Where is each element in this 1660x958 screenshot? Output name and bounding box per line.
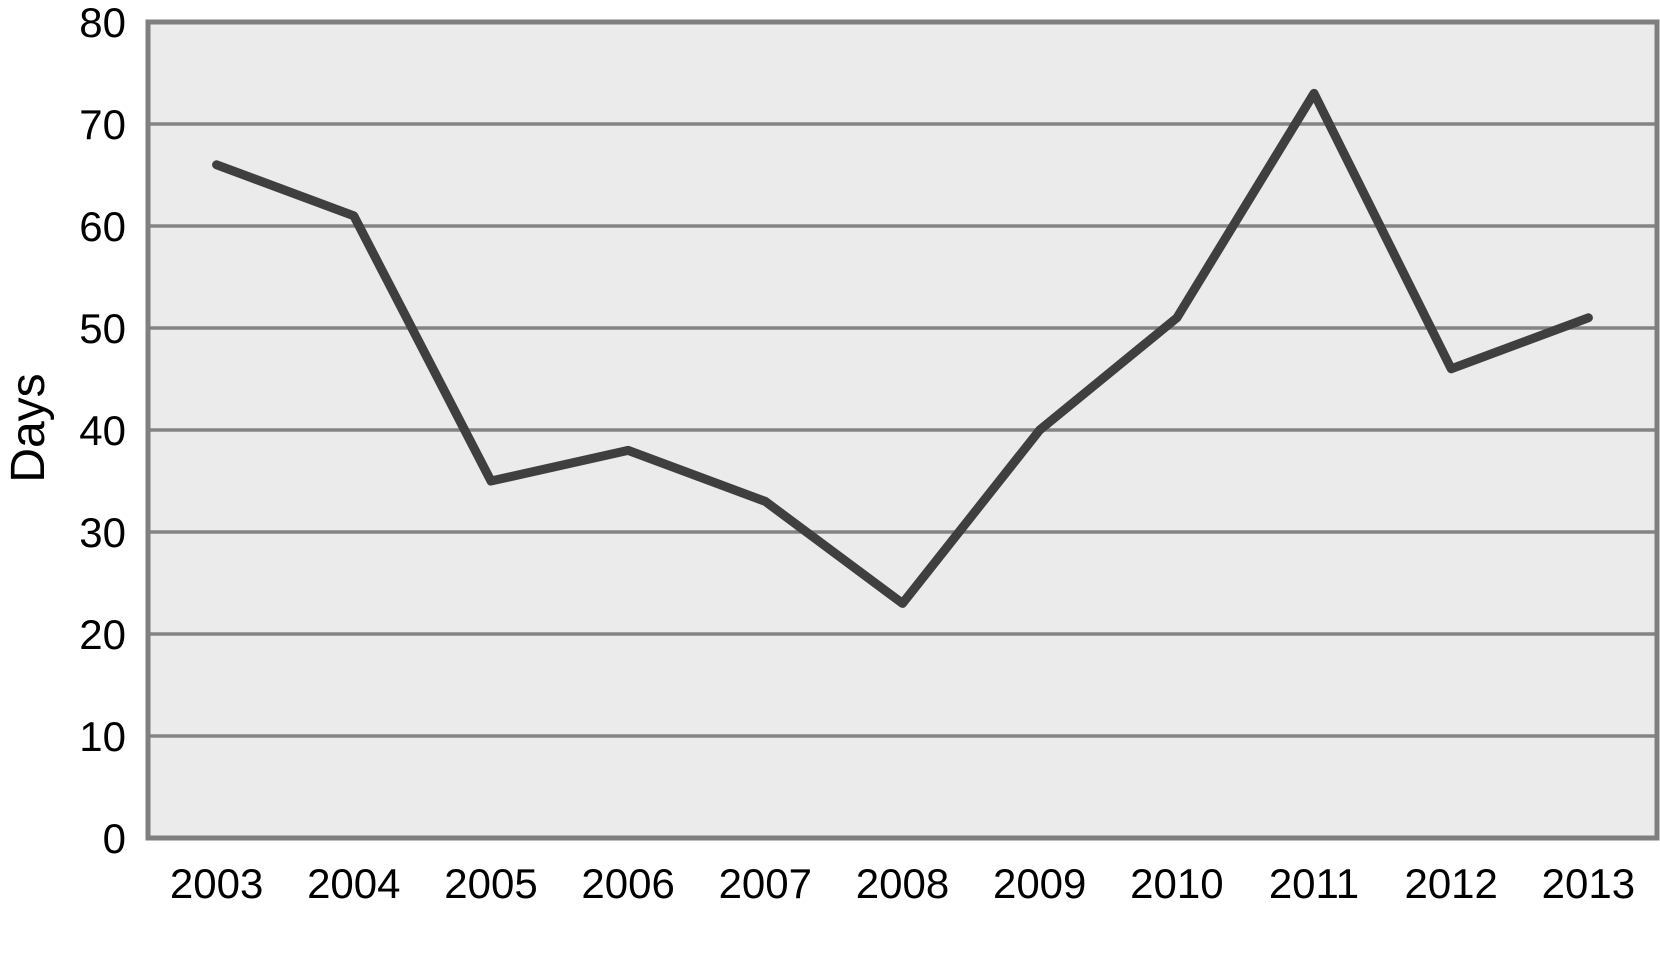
y-tick-label: 70 [79, 101, 126, 148]
x-tick-label: 2011 [1269, 860, 1359, 907]
x-tick-label: 2005 [444, 860, 537, 907]
days-series-line [212, 88, 1593, 608]
x-tick-label: 2006 [581, 860, 674, 907]
x-tick-label: 2004 [307, 860, 400, 907]
x-axis-tick-labels: 2003 2004 2005 2006 2007 2008 2009 2010 2011 2012… [170, 860, 1635, 907]
y-tick-label: 0 [103, 815, 126, 862]
y-tick-label: 40 [79, 407, 126, 454]
y-tick-label: 80 [79, 0, 126, 46]
x-tick-label: 2009 [993, 860, 1086, 907]
y-tick-label: 20 [79, 611, 126, 658]
x-tick-label: 2003 [170, 860, 263, 907]
x-tick-label: 2008 [856, 860, 949, 907]
plot-border [145, 19, 1660, 841]
y-axis-tick-labels: 0 10 20 30 40 50 60 70 80 [79, 0, 126, 862]
x-tick-label: 2007 [719, 860, 812, 907]
x-tick-label: 2012 [1404, 860, 1497, 907]
y-tick-label: 10 [79, 713, 126, 760]
gridlines [148, 122, 1657, 738]
y-tick-label: 50 [79, 305, 126, 352]
y-tick-label: 60 [79, 203, 126, 250]
x-tick-label: 2013 [1542, 860, 1635, 907]
x-tick-label: 2010 [1130, 860, 1223, 907]
y-axis-title: Days [2, 373, 55, 482]
y-tick-label: 30 [79, 509, 126, 556]
